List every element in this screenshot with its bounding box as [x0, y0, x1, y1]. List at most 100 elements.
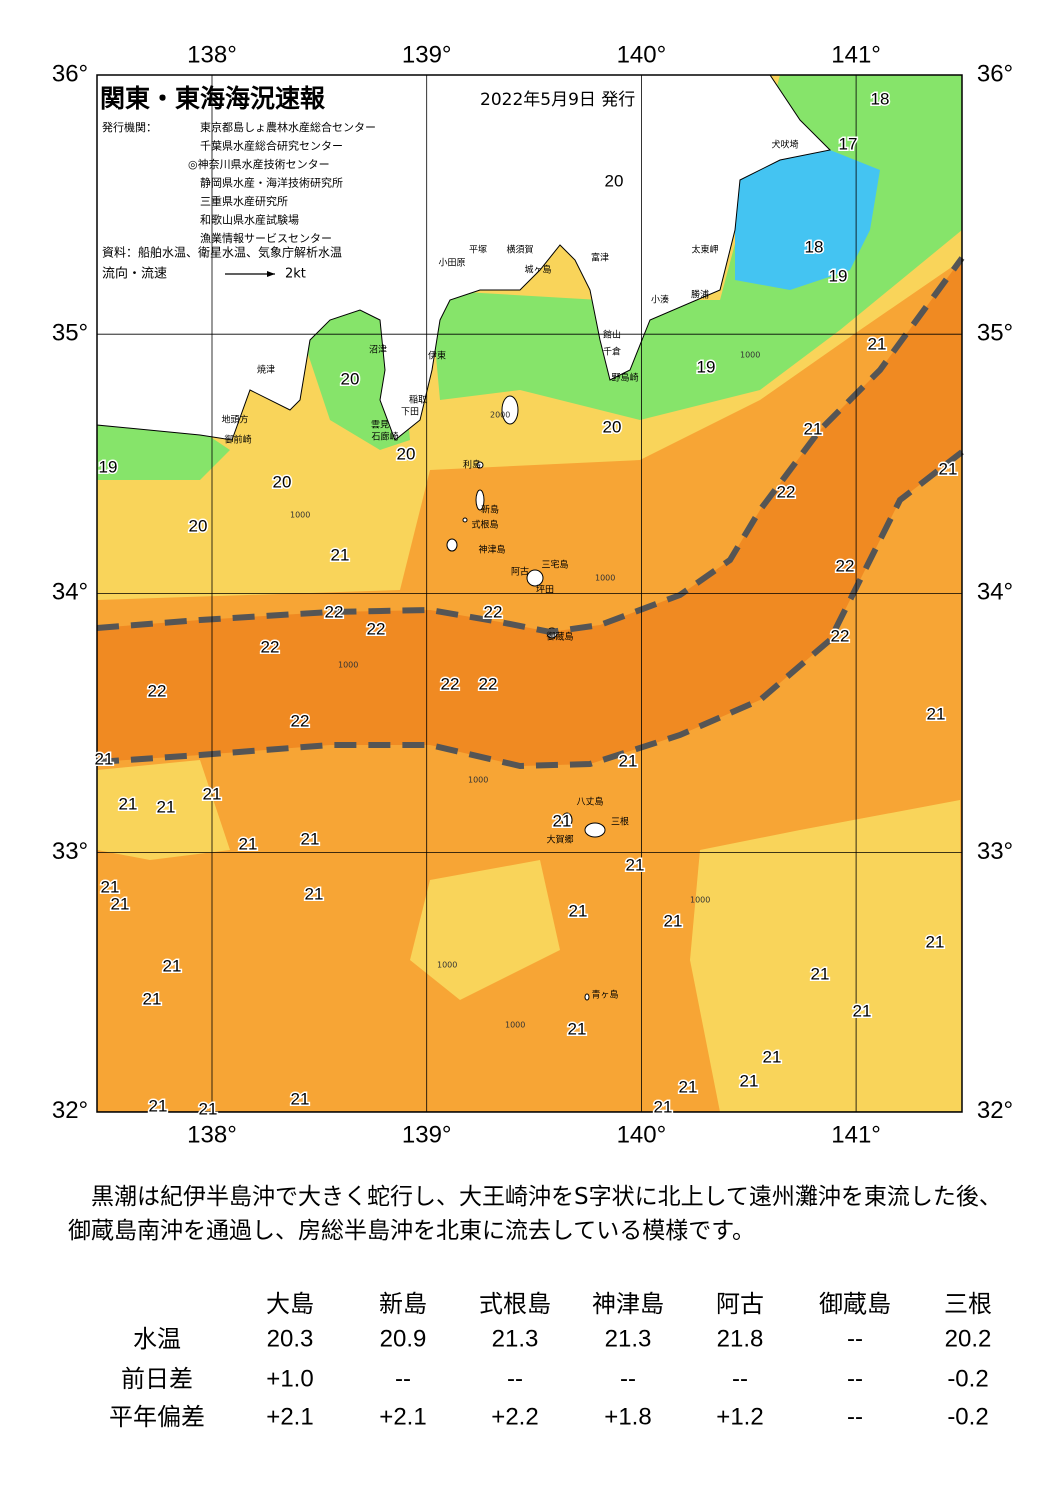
place-name: 勝浦	[691, 289, 709, 301]
lat-label-right: 32°	[977, 1097, 1013, 1124]
sst-label: 21	[553, 811, 572, 830]
cell: --	[847, 1365, 863, 1392]
place-name: 城ヶ島	[524, 264, 551, 276]
island	[462, 517, 468, 523]
sst-label: 21	[811, 964, 830, 983]
place-name: 富津	[591, 252, 609, 264]
place-name: 横須賀	[506, 244, 533, 256]
sst-label: 20	[341, 369, 360, 388]
column-header: 大島	[266, 1290, 314, 1318]
depth-label: 1000	[468, 776, 488, 785]
place-name: 沼津	[369, 345, 387, 356]
sst-label: 18	[805, 237, 824, 256]
source: 資料：船舶水温、衛星水温、気象庁解析水温	[102, 245, 342, 260]
place-name: 三宅島	[541, 559, 568, 571]
column-header: 御蔵島	[819, 1290, 891, 1318]
flow-legend: 流向・流速	[102, 266, 167, 282]
lat-label-left: 35°	[52, 320, 88, 347]
cell: +1.2	[716, 1403, 763, 1430]
kuroshio-band	[97, 258, 962, 766]
sst-label: 21	[619, 751, 638, 770]
cool-water	[97, 760, 230, 860]
row-label: 平年偏差	[109, 1403, 205, 1431]
lon-label-bottom: 139°	[402, 1121, 452, 1148]
sst-label: 21	[654, 1097, 673, 1116]
islands	[446, 395, 606, 1001]
depth-label: 1000	[338, 661, 358, 670]
sst-label: 21	[763, 1047, 782, 1066]
issuer: 漁業情報サービスセンター	[200, 231, 332, 245]
sst-label: 21	[569, 901, 588, 920]
sst-label: 22	[325, 602, 344, 621]
cell: 20.2	[945, 1325, 992, 1352]
place-name: 坪田	[536, 585, 554, 596]
map-frame	[96, 74, 963, 1113]
lat-label-left: 34°	[52, 579, 88, 606]
issuer: 千葉県水産総合研究センター	[200, 139, 343, 153]
sst-label: 18	[871, 89, 890, 108]
description: 黒潮は紀伊半島沖で大きく蛇行し、大王崎沖をS字状に北上して遠州灘沖を東流した後、…	[68, 1184, 1002, 1244]
sst-label: 22	[291, 711, 310, 730]
lon-label-bottom: 140°	[617, 1121, 667, 1148]
place-name: 太東岬	[691, 244, 718, 256]
sst-label: 20	[273, 472, 292, 491]
sst-label: 21	[626, 855, 645, 874]
sst-label: 21	[679, 1077, 698, 1096]
sst-label: 21	[203, 784, 222, 803]
cell: +2.2	[491, 1403, 538, 1430]
title: 関東・東海海況速報	[100, 84, 326, 113]
cold-water	[735, 150, 880, 290]
map: 関東・東海海況速報 2022年5月9日 発行 発行機関： 資料：船舶水温、衛星水…	[52, 41, 1013, 1148]
cell: --	[395, 1365, 411, 1392]
cell: 20.3	[267, 1325, 314, 1352]
cell: -0.2	[947, 1365, 988, 1392]
sst-label: 21	[853, 1001, 872, 1020]
sst-label: 21	[239, 834, 258, 853]
island	[501, 395, 519, 425]
island	[584, 822, 606, 838]
sst-label: 17	[839, 134, 858, 153]
issuer: ◎神奈川県水産技術センター	[188, 157, 330, 171]
place-name: 式根島	[471, 519, 498, 531]
cell: 21.8	[717, 1325, 764, 1352]
island	[526, 569, 544, 587]
place-name: 神津島	[478, 544, 505, 556]
cool-water	[410, 860, 560, 1000]
sst-label: 22	[441, 674, 460, 693]
sst-label: 21	[305, 884, 324, 903]
depth-label: 1000	[740, 351, 760, 360]
sst-label: 21	[926, 932, 945, 951]
issuer: 静岡県水産・海洋技術研究所	[200, 176, 343, 190]
sst-label: 22	[261, 637, 280, 656]
cell: --	[847, 1403, 863, 1430]
lon-label-bottom: 141°	[831, 1121, 881, 1148]
cell: 21.3	[605, 1325, 652, 1352]
land	[96, 74, 832, 441]
place-name: 平塚	[469, 245, 487, 256]
sst-label: 22	[479, 674, 498, 693]
place-name: 阿古	[511, 566, 529, 578]
sst-label: 21	[868, 334, 887, 353]
lat-label-right: 34°	[977, 579, 1013, 606]
place-name: 八丈島	[576, 796, 603, 808]
column-header: 阿古	[716, 1290, 764, 1318]
depth-label: 1000	[690, 896, 710, 905]
issuer: 三重県水産研究所	[200, 194, 288, 208]
sst-label: 22	[836, 556, 855, 575]
cell: --	[507, 1365, 523, 1392]
island	[476, 461, 484, 469]
sst-label: 21	[804, 419, 823, 438]
place-name: 伊東	[428, 350, 446, 362]
kuroshio-axis	[96, 449, 964, 770]
cell: -0.2	[947, 1403, 988, 1430]
depth-label: 1000	[437, 961, 457, 970]
column-header: 三根	[944, 1290, 992, 1318]
place-name: 焼津	[257, 365, 275, 376]
place-name: 雲見	[371, 420, 389, 431]
place-name: 三根	[611, 816, 629, 828]
place-name: 稲取	[409, 394, 427, 406]
sst-label: 19	[697, 357, 716, 376]
sst-label: 22	[367, 619, 386, 638]
depth-label: 2000	[490, 411, 510, 420]
